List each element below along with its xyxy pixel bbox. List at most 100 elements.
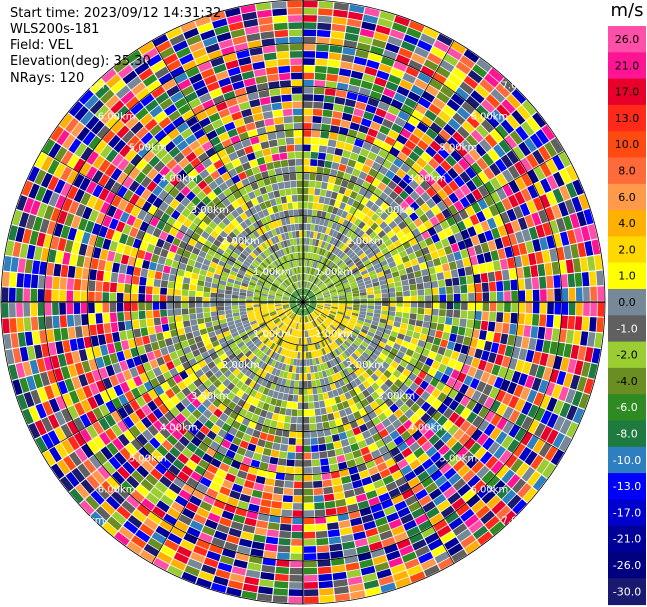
- range-gate: [332, 184, 341, 193]
- range-gate: [328, 132, 339, 141]
- range-gate: [378, 63, 393, 74]
- range-gate: [255, 475, 266, 485]
- range-gate: [537, 263, 546, 277]
- range-gate: [291, 531, 303, 539]
- range-gate: [428, 103, 442, 116]
- range-gate: [273, 190, 281, 198]
- range-gate: [296, 424, 303, 431]
- range-gate: [275, 566, 290, 575]
- range-gate: [524, 278, 532, 290]
- range-gate: [88, 291, 95, 302]
- range-gate: [379, 221, 388, 230]
- range-gate: [293, 387, 299, 395]
- range-gate: [414, 78, 428, 90]
- range-gate: [402, 312, 410, 319]
- range-gate: [62, 252, 71, 265]
- range-gate: [400, 128, 412, 139]
- range-gate: [308, 395, 314, 402]
- range-gate: [384, 112, 397, 123]
- range-gate: [410, 302, 418, 308]
- range-gate: [457, 267, 466, 277]
- range-gate: [315, 415, 322, 423]
- range-gate: [370, 121, 381, 131]
- range-gate: [2, 271, 10, 287]
- range-gate: [264, 59, 278, 68]
- range-gate: [8, 303, 16, 318]
- range-gate: [303, 531, 316, 539]
- range-gate: [314, 80, 326, 88]
- range-gate: [291, 195, 298, 202]
- range-gate: [417, 139, 429, 151]
- range-gate: [283, 116, 293, 124]
- range-gate: [418, 168, 430, 180]
- range-gate: [306, 259, 310, 267]
- range-gate: [303, 216, 308, 223]
- range-gate: [73, 278, 82, 291]
- range-gate: [316, 37, 330, 45]
- range-gate: [430, 344, 440, 353]
- range-gate: [489, 302, 497, 312]
- range-gate: [420, 151, 432, 163]
- range-gate: [446, 253, 455, 263]
- range-gate: [286, 401, 293, 409]
- range-gate: [112, 262, 120, 273]
- range-gate: [377, 230, 386, 239]
- range-gate: [597, 302, 605, 317]
- range-gate: [17, 258, 26, 273]
- range-gate: [310, 144, 319, 152]
- range-gate: [489, 291, 497, 302]
- range-gate: [357, 229, 365, 238]
- range-gate: [304, 596, 319, 604]
- range-gate: [340, 156, 349, 166]
- range-gate: [160, 309, 168, 317]
- range-gate: [590, 302, 598, 317]
- range-gate: [288, 589, 303, 597]
- range-gate: [296, 238, 300, 245]
- range-gate: [312, 286, 318, 292]
- range-gate: [361, 244, 370, 252]
- range-gate: [310, 430, 318, 438]
- range-gate: [174, 289, 182, 296]
- range-gate: [293, 209, 299, 217]
- range-gate: [334, 586, 349, 595]
- range-gate: [310, 245, 315, 253]
- range-gate: [450, 93, 465, 106]
- range-gate: [408, 59, 423, 71]
- range-gate: [178, 334, 187, 342]
- range-gate: [553, 275, 561, 288]
- range-gate: [353, 108, 365, 118]
- range-gate: [30, 303, 38, 317]
- range-gate: [139, 319, 147, 328]
- range-gate: [304, 281, 307, 288]
- range-gate: [59, 302, 66, 315]
- range-gate: [10, 333, 19, 348]
- range-gate: [276, 421, 284, 430]
- range-gate: [342, 149, 352, 159]
- range-gate: [262, 111, 274, 120]
- range-gate: [375, 239, 384, 247]
- range-gate: [250, 54, 264, 63]
- range-gate: [542, 249, 551, 263]
- range-gate: [319, 233, 325, 241]
- range-gate: [323, 167, 331, 176]
- range-gate: [490, 342, 500, 354]
- range-gate: [252, 143, 262, 152]
- range-gate: [453, 293, 461, 302]
- range-gate: [160, 287, 168, 295]
- range-gate: [273, 588, 288, 596]
- range-gate: [420, 191, 431, 202]
- range-gate: [443, 324, 452, 333]
- range-gate: [316, 538, 329, 546]
- range-gate: [396, 296, 403, 302]
- range-gate: [461, 101, 475, 115]
- range-gate: [274, 29, 289, 38]
- range-gate: [475, 292, 482, 302]
- range-gate: [399, 190, 409, 200]
- range-gate: [131, 311, 139, 320]
- range-gate: [325, 251, 332, 259]
- range-gate: [333, 579, 348, 588]
- range-gate: [304, 288, 306, 295]
- range-gate: [310, 275, 315, 283]
- range-gate: [313, 195, 320, 203]
- range-gate: [290, 546, 303, 553]
